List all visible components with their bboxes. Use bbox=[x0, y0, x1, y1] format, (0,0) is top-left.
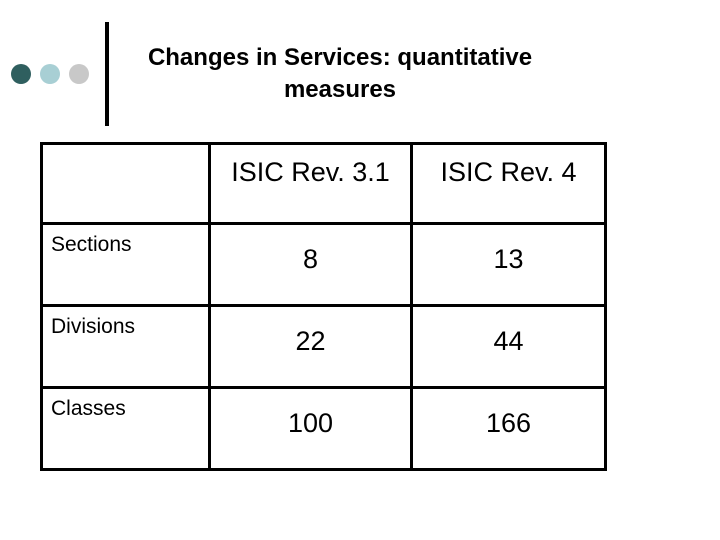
row-label-sections: Sections bbox=[51, 233, 132, 256]
value-cell: 100 bbox=[208, 386, 413, 471]
row-label-cell: Sections bbox=[40, 222, 211, 307]
header-label-isic-rev-3-1: ISIC Rev. 3.1 bbox=[231, 157, 390, 187]
header-label-isic-rev-4: ISIC Rev. 4 bbox=[440, 157, 577, 187]
header-cell-isic-rev-4: ISIC Rev. 4 bbox=[410, 142, 607, 225]
row-label-cell: Divisions bbox=[40, 304, 211, 389]
table-row: Sections 8 13 bbox=[40, 222, 607, 307]
value-cell: 166 bbox=[410, 386, 607, 471]
slide-title-line-2: measures bbox=[283, 76, 397, 103]
classes-rev31-value: 100 bbox=[287, 408, 334, 438]
header-cell-isic-rev-3-1: ISIC Rev. 3.1 bbox=[208, 142, 413, 225]
comparison-table-wrapper: ISIC Rev. 3.1 ISIC Rev. 4 Sections 8 13 bbox=[40, 142, 607, 471]
row-label-divisions: Divisions bbox=[51, 315, 136, 338]
row-label-classes: Classes bbox=[51, 397, 126, 420]
divisions-rev31-value: 22 bbox=[295, 326, 326, 356]
slide-title: Changes in Services: quantitative measur… bbox=[130, 42, 550, 106]
table-row: Divisions 22 44 bbox=[40, 304, 607, 389]
decorative-dot-light-blue bbox=[40, 64, 60, 84]
classes-rev4-value: 166 bbox=[485, 408, 532, 438]
title-divider-line bbox=[105, 22, 109, 126]
slide-title-line-1: Changes in Services: quantitative bbox=[147, 44, 533, 71]
value-cell: 22 bbox=[208, 304, 413, 389]
comparison-table: ISIC Rev. 3.1 ISIC Rev. 4 Sections 8 13 bbox=[40, 142, 607, 471]
row-label-cell: Classes bbox=[40, 386, 211, 471]
decorative-dot-dark bbox=[11, 64, 31, 84]
header-cell-empty bbox=[40, 142, 211, 225]
decorative-dot-gray bbox=[69, 64, 89, 84]
table-header-row: ISIC Rev. 3.1 ISIC Rev. 4 bbox=[40, 142, 607, 225]
value-cell: 13 bbox=[410, 222, 607, 307]
sections-rev31-value: 8 bbox=[302, 244, 319, 274]
sections-rev4-value: 13 bbox=[493, 244, 524, 274]
value-cell: 44 bbox=[410, 304, 607, 389]
divisions-rev4-value: 44 bbox=[493, 326, 524, 356]
value-cell: 8 bbox=[208, 222, 413, 307]
table-row: Classes 100 166 bbox=[40, 386, 607, 471]
